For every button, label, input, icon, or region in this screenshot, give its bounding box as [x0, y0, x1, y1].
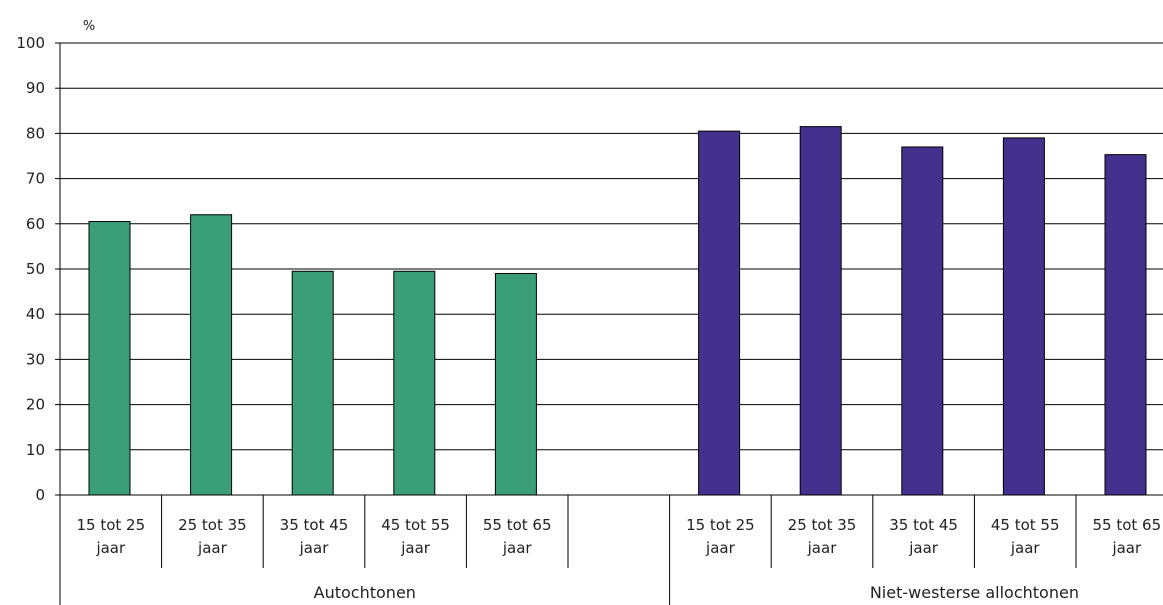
bar	[190, 214, 233, 496]
y-tick-label: 50	[26, 260, 45, 278]
axis-layer: % 0 10 20 30 40 50 60 70 80 90 100	[16, 19, 1163, 605]
bar	[494, 273, 537, 496]
group-label: Autochtonen	[314, 583, 416, 602]
y-tick-label: 80	[26, 124, 45, 142]
y-tick-label: 40	[26, 305, 45, 323]
x-tick-label: 45 tot 55	[991, 516, 1060, 534]
x-tick-label: jaar	[299, 539, 330, 557]
bar	[88, 221, 131, 496]
y-unit-label: %	[83, 19, 95, 34]
grid-layer	[60, 42, 1163, 451]
x-tick-label: jaar	[400, 539, 431, 557]
x-tick-label: jaar	[1111, 539, 1142, 557]
x-tick-label: jaar	[705, 539, 736, 557]
x-tick-label: jaar	[95, 539, 126, 557]
x-tick-label: 15 tot 25	[686, 516, 755, 534]
y-tick-label: 100	[16, 34, 45, 52]
label-layer: 15 tot 25 jaar 25 tot 35 jaar 35 tot 45 jaar 4…	[76, 516, 1161, 602]
bar	[1002, 137, 1045, 496]
x-tick-label: jaar	[807, 539, 838, 557]
x-tick-label: jaar	[1010, 539, 1041, 557]
x-tick-label: 35 tot 45	[889, 516, 958, 534]
y-tick-label: 90	[26, 79, 45, 97]
y-tick-label: 0	[35, 486, 45, 504]
group-label: Niet-westerse allochtonen	[870, 583, 1079, 602]
bar	[799, 126, 842, 496]
bar	[698, 130, 741, 496]
x-tick-label: 35 tot 45	[280, 516, 349, 534]
x-tick-label: 25 tot 35	[178, 516, 247, 534]
y-tick-label: 70	[26, 170, 45, 188]
y-tick-label: 60	[26, 215, 45, 233]
x-tick-label: 25 tot 35	[788, 516, 857, 534]
bar	[1104, 154, 1147, 496]
x-tick-label: 15 tot 25	[76, 516, 145, 534]
x-tick-label: 45 tot 55	[381, 516, 450, 534]
x-tick-label: 55 tot 65	[1092, 516, 1161, 534]
x-tick-label: 55 tot 65	[483, 516, 552, 534]
y-tick-label: 20	[26, 396, 45, 414]
bar-layer	[88, 126, 1147, 496]
bar	[393, 270, 436, 496]
bar	[291, 270, 334, 496]
x-tick-label: jaar	[197, 539, 228, 557]
y-tick-label: 10	[26, 441, 45, 459]
bar	[901, 146, 944, 496]
x-tick-label: jaar	[908, 539, 939, 557]
x-tick-label: jaar	[502, 539, 533, 557]
y-tick-label: 30	[26, 350, 45, 368]
